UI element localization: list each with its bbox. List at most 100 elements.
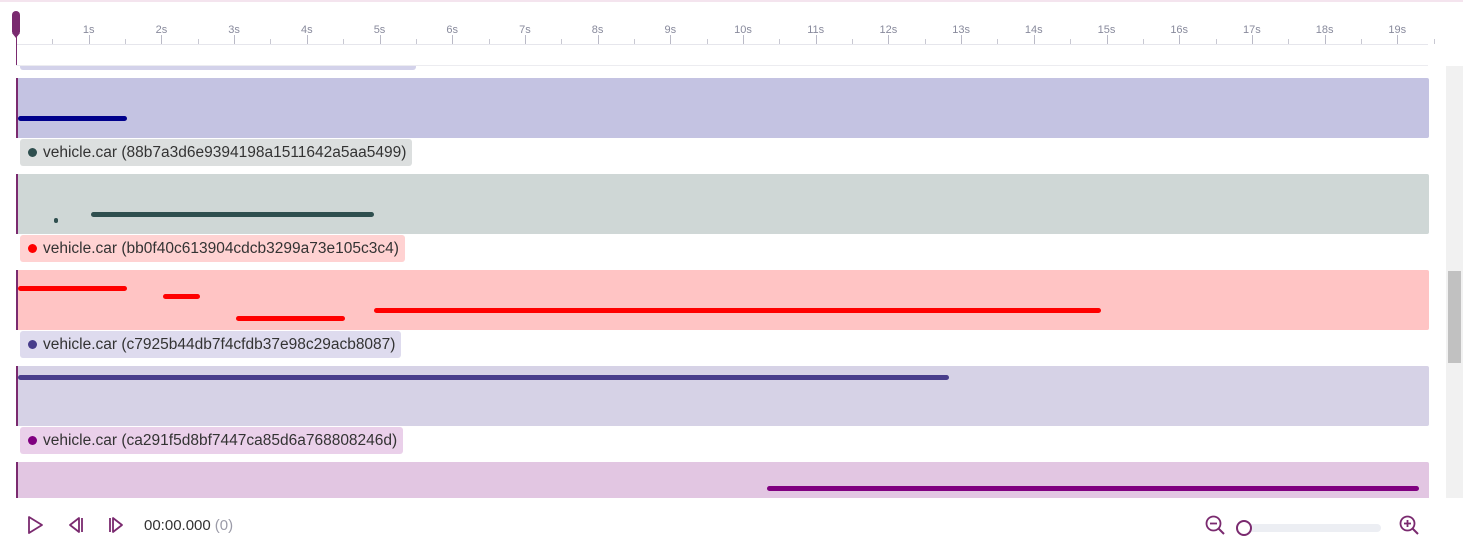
ruler-tick [1433, 39, 1435, 44]
ruler-tick [1070, 39, 1072, 44]
ruler-tick [1215, 39, 1217, 44]
ruler-tick [706, 39, 708, 44]
top-accent-bar [0, 0, 1463, 2]
ruler-tick [524, 35, 526, 44]
ruler-tick [52, 39, 54, 44]
lane-playhead-marker [16, 78, 18, 138]
ruler-tick-label: 3s [228, 24, 240, 36]
ruler-tick-label: 1s [82, 24, 95, 36]
vertical-scrollbar[interactable] [1446, 66, 1463, 498]
ruler-tick [488, 39, 490, 44]
ruler-tick-label: 18s [1315, 24, 1334, 36]
ruler-tick [125, 39, 127, 44]
track-segment[interactable] [766, 486, 1419, 491]
ruler-tick [888, 35, 890, 44]
lane-playhead-marker [16, 366, 18, 426]
ruler-tick-label: 16s [1170, 24, 1189, 36]
ruler-tick-label: 8s [591, 24, 604, 36]
ruler-tick-label: 4s [300, 24, 313, 36]
ruler-tick [779, 39, 781, 44]
track-segment[interactable] [18, 286, 128, 291]
ruler-tick [1179, 35, 1181, 44]
track-color-dot [28, 340, 37, 349]
track-segment[interactable] [90, 212, 375, 217]
track-label-text: vehicle.car (88b7a3d6e9394198a1511642a5a… [43, 143, 407, 161]
step-back-button[interactable] [64, 514, 86, 536]
track-label-text: vehicle.car (bb0f40c613904cdcb3299a73e10… [43, 239, 399, 257]
frame-number: (0) [214, 517, 234, 534]
time-value: 00:00.000 [144, 517, 211, 534]
track-segment[interactable] [163, 294, 200, 299]
ruler-tick [1106, 35, 1108, 44]
ruler-tick [1142, 39, 1144, 44]
zoom-in-icon [1399, 515, 1419, 535]
track-color-dot [28, 244, 37, 253]
ruler-tick [270, 39, 272, 44]
ruler-tick [1033, 35, 1035, 44]
ruler-tick [670, 35, 672, 44]
track-label[interactable]: vehicle.car (bb0f40c613904cdcb3299a73e10… [20, 235, 405, 262]
ruler-tick-label: 10s [734, 24, 752, 36]
track-label[interactable]: vehicle.car (88b7a3d6e9394198a1511642a5a… [20, 139, 413, 166]
zoom-slider-track[interactable] [1245, 524, 1381, 532]
step-back-icon [69, 517, 83, 533]
playback-controls: 00:00.000 (0) [0, 498, 1463, 554]
time-ruler[interactable]: 1s 2s 3s 4s 5s 6s 7s 8s 9s 10s 11s 12s 13s 14s 15s 16s 1… [16, 2, 1435, 45]
ruler-tick-label: 11s [807, 24, 825, 36]
ruler-tick-label: 7s [519, 24, 531, 36]
ruler-tick [452, 35, 454, 44]
play-button[interactable] [24, 514, 46, 536]
track-label-text: vehicle.car (c7925b44db7f4cfdb37e98c29ac… [43, 335, 396, 353]
ruler-tick-label: 13s [952, 24, 970, 36]
step-forward-button[interactable] [106, 514, 128, 536]
track-label[interactable] [20, 66, 416, 70]
track-lane[interactable] [16, 366, 1429, 426]
ruler-tick-label: 5s [373, 24, 386, 36]
track-segment[interactable] [236, 316, 346, 321]
track-label[interactable]: vehicle.car (c7925b44db7f4cfdb37e98c29ac… [20, 331, 402, 358]
ruler-tick [234, 35, 236, 44]
ruler-tick [1360, 39, 1362, 44]
step-forward-icon [109, 517, 123, 533]
track-segment[interactable] [18, 375, 949, 380]
lane-playhead-marker [16, 462, 18, 498]
ruler-tick [961, 35, 963, 44]
ruler-tick [1324, 35, 1326, 44]
ruler-tick [997, 39, 999, 44]
ruler-tick [815, 35, 817, 44]
ruler-tick [1288, 39, 1290, 44]
zoom-out-icon [1205, 515, 1225, 535]
scrollbar-thumb[interactable] [1448, 271, 1461, 363]
ruler-tick-label: 17s [1243, 24, 1261, 36]
ruler-tick-label: 14s [1024, 24, 1043, 36]
ruler-tick [197, 39, 199, 44]
ruler-tick [415, 39, 417, 44]
track-segment[interactable] [18, 116, 128, 121]
track-lane[interactable] [16, 270, 1429, 330]
ruler-tick [343, 39, 345, 44]
ruler-tick-label: 12s [879, 24, 898, 36]
zoom-out-button[interactable] [1204, 514, 1226, 536]
ruler-tick [597, 35, 599, 44]
track-lane[interactable] [16, 174, 1429, 234]
ruler-tick [161, 35, 163, 44]
ruler-tick [1251, 35, 1253, 44]
current-time: 00:00.000 (0) [144, 517, 233, 534]
track-segment[interactable] [374, 308, 1102, 313]
lane-playhead-marker [16, 174, 18, 234]
ruler-tick [852, 39, 854, 44]
track-lane[interactable] [16, 78, 1429, 138]
tracks-viewport[interactable]: vehicle.car (88b7a3d6e9394198a1511642a5a… [0, 66, 1446, 498]
track-label-text: vehicle.car (ca291f5d8bf7447ca85d6a76880… [43, 431, 398, 449]
ruler-tick-label: 2s [155, 24, 168, 36]
play-icon [28, 516, 43, 534]
zoom-slider-knob[interactable] [1236, 520, 1252, 536]
track-lane[interactable] [16, 462, 1429, 498]
track-label[interactable]: vehicle.car (ca291f5d8bf7447ca85d6a76880… [20, 427, 404, 454]
zoom-in-button[interactable] [1398, 514, 1420, 536]
ruler-tick-label: 15s [1097, 24, 1116, 36]
track-segment[interactable] [54, 218, 59, 223]
ruler-tick-label: 9s [664, 24, 677, 36]
playhead-handle[interactable] [12, 11, 20, 38]
track-color-dot [28, 436, 37, 445]
